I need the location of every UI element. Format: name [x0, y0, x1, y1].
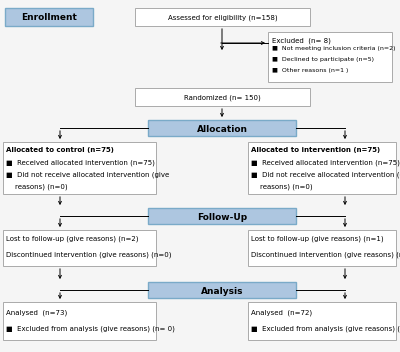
FancyBboxPatch shape [148, 208, 296, 224]
Text: ■  Not meeting inclusion criteria (n=2): ■ Not meeting inclusion criteria (n=2) [272, 46, 396, 51]
Text: reasons) (n=0): reasons) (n=0) [6, 183, 68, 189]
Text: ■  Received allocated intervention (n=75): ■ Received allocated intervention (n=75) [251, 159, 400, 165]
Text: Assessed for eligibility (n=158): Assessed for eligibility (n=158) [168, 15, 277, 21]
FancyBboxPatch shape [148, 120, 296, 136]
Text: ■  Excluded from analysis (give reasons) (n= 0): ■ Excluded from analysis (give reasons) … [6, 325, 175, 332]
FancyBboxPatch shape [3, 230, 156, 266]
Text: reasons) (n=0): reasons) (n=0) [251, 183, 313, 189]
FancyBboxPatch shape [3, 142, 156, 194]
FancyBboxPatch shape [5, 8, 93, 26]
Text: Follow-Up: Follow-Up [197, 213, 247, 221]
FancyBboxPatch shape [248, 230, 396, 266]
Text: ■  Excluded from analysis (give reasons) (n=0): ■ Excluded from analysis (give reasons) … [251, 325, 400, 332]
Text: Lost to follow-up (give reasons) (n=1): Lost to follow-up (give reasons) (n=1) [251, 236, 384, 243]
Text: ■  Did not receive allocated intervention (give: ■ Did not receive allocated intervention… [251, 171, 400, 177]
Text: ■  Did not receive allocated intervention (give: ■ Did not receive allocated intervention… [6, 171, 169, 177]
FancyBboxPatch shape [248, 302, 396, 340]
Text: Allocation: Allocation [196, 125, 248, 133]
Text: ■  Other reasons (n=1 ): ■ Other reasons (n=1 ) [272, 68, 348, 73]
Text: Analysed  (n=73): Analysed (n=73) [6, 309, 67, 315]
Text: Excluded  (n= 8): Excluded (n= 8) [272, 37, 331, 44]
Text: Analysed  (n=72): Analysed (n=72) [251, 309, 312, 315]
Text: Discontinued intervention (give reasons) (n=0): Discontinued intervention (give reasons)… [6, 251, 172, 258]
Text: Allocated to intervention (n=75): Allocated to intervention (n=75) [251, 147, 380, 153]
FancyBboxPatch shape [3, 302, 156, 340]
FancyBboxPatch shape [268, 32, 392, 82]
Text: Analysis: Analysis [201, 287, 243, 295]
Text: ■  Received allocated intervention (n=75): ■ Received allocated intervention (n=75) [6, 159, 155, 165]
FancyBboxPatch shape [148, 282, 296, 298]
FancyBboxPatch shape [135, 8, 310, 26]
Text: ■  Declined to participate (n=5): ■ Declined to participate (n=5) [272, 57, 374, 62]
Text: Discontinued intervention (give reasons) (n=2): Discontinued intervention (give reasons)… [251, 251, 400, 258]
Text: Allocated to control (n=75): Allocated to control (n=75) [6, 147, 114, 153]
Text: Enrollment: Enrollment [21, 13, 77, 23]
Text: Lost to follow-up (give reasons) (n=2): Lost to follow-up (give reasons) (n=2) [6, 236, 138, 243]
Text: Randomized (n= 150): Randomized (n= 150) [184, 95, 261, 101]
FancyBboxPatch shape [248, 142, 396, 194]
FancyBboxPatch shape [135, 88, 310, 106]
